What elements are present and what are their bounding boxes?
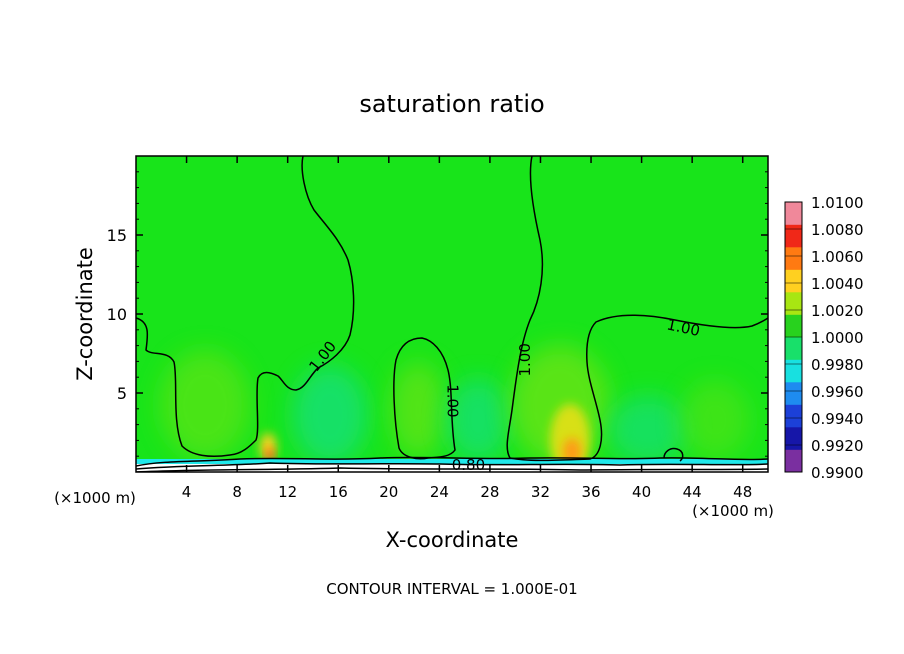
x-unit-left-label: (×1000 m) [54,489,136,507]
chart-title: saturation ratio [359,90,544,118]
colorbar-swatch [785,382,802,405]
colorbar-swatch [785,247,802,270]
y-tick-label: 5 [117,384,127,403]
field-patch-cyan-2 [446,378,510,462]
contour-label: 1.00 [444,384,462,417]
x-tick-label: 32 [531,483,550,501]
field-surface-band-white [136,464,768,472]
colorbar-swatch [785,427,802,450]
colorbar-label: 0.9900 [811,464,864,482]
colorbar-swatch [785,404,802,428]
x-tick-label: 4 [182,483,192,501]
y-axis-label: Z-coordinate [73,247,97,381]
x-tick-label: 48 [733,483,752,501]
x-tick-label: 16 [329,483,348,501]
x-tick-label: 36 [581,483,600,501]
colorbar-swatch [785,292,802,315]
contour-line-3 [506,156,768,462]
x-axis-ticks: 4 8 12 16 20 24 28 32 36 40 44 48 [182,156,752,501]
field-patch-left [160,350,250,460]
colorbar-swatch [785,202,802,225]
x-tick-label: 28 [480,483,499,501]
colorbar-swatch [785,269,802,293]
colorbar-label: 1.0040 [811,275,864,293]
y-tick-label: 15 [107,226,127,245]
x-axis-label: X-coordinate [386,528,519,552]
contour-line-5 [136,456,768,467]
contour-interval-note: CONTOUR INTERVAL = 1.000E-01 [326,580,577,598]
colorbar-swatch [785,314,802,338]
x-tick-label: 12 [278,483,297,501]
contour-line-1 [136,156,355,458]
contour-labels: 1.001.001.001.000.80 [305,315,701,474]
colorbar-label: 1.0020 [811,302,864,320]
colorbar-swatch [785,337,802,360]
x-tick-label: 40 [632,483,651,501]
plot-area: 1.001.001.001.000.80 [136,156,768,474]
colorbar-label: 0.9960 [811,383,864,401]
colorbar-label: 1.0000 [811,329,864,347]
y-tick-label: 10 [107,305,127,324]
contour-line-7 [136,467,768,472]
x-tick-label: 20 [379,483,398,501]
contour-label: 0.80 [452,456,485,474]
field-patch-far-right [680,380,750,460]
colorbar: 0.9900 0.9920 0.9940 0.9960 0.9980 1.0000 1.00… [784,194,864,482]
colorbar-swatch [785,359,802,383]
colorbar-swatch [785,449,802,473]
field-patch-cyan-3 [608,395,688,465]
contour-line-6 [136,462,768,470]
contour-label: 1.00 [516,343,534,376]
contour-lines [136,156,768,472]
y-axis-ticks: 5 10 15 [107,171,768,457]
field-patch-center [390,362,446,458]
colorbar-label: 1.0100 [811,194,864,212]
colorbar-swatch [785,224,802,248]
x-tick-label: 44 [683,483,702,501]
x-tick-label: 8 [232,483,242,501]
field-patch-cyan-1 [292,365,368,465]
colorbar-label: 0.9940 [811,410,864,428]
colorbar-label: 1.0080 [811,221,864,239]
field-surface-band-cyan [136,459,768,465]
colorbar-label: 1.0060 [811,248,864,266]
colorbar-label: 0.9980 [811,356,864,374]
colorbar-label: 0.9920 [811,437,864,455]
x-unit-right-label: (×1000 m) [692,502,774,520]
field-shading [136,345,768,472]
x-tick-label: 24 [430,483,449,501]
